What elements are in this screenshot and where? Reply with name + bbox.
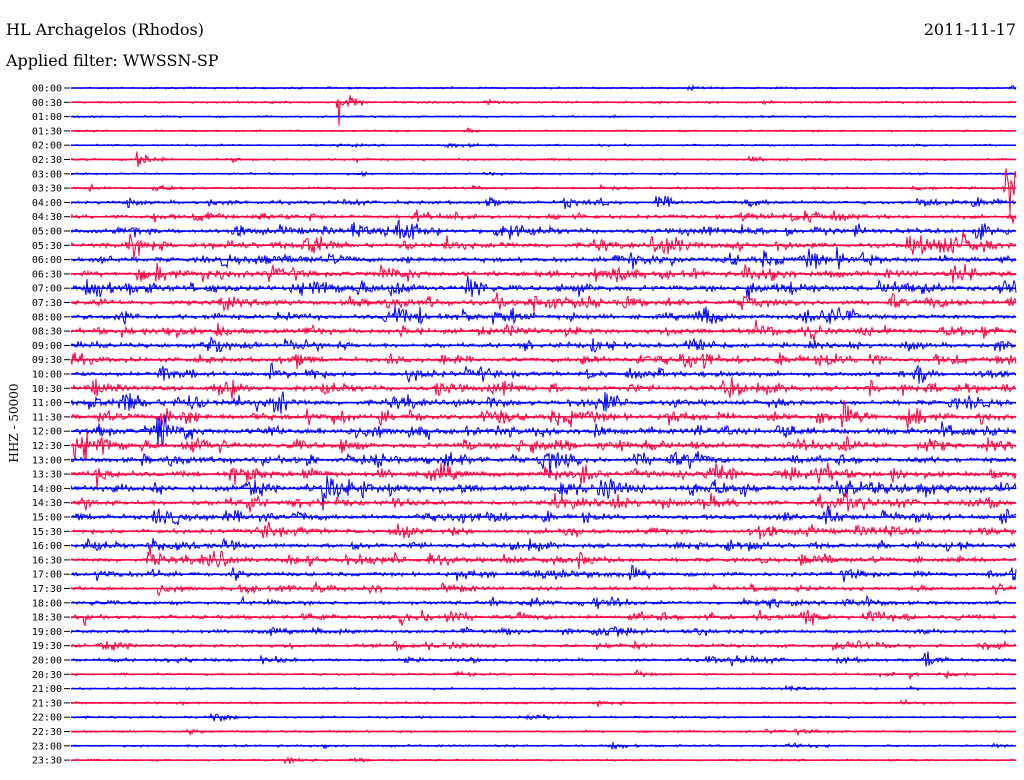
row-time-label: 09:30 bbox=[32, 355, 62, 366]
row-time-label: 16:00 bbox=[32, 541, 62, 552]
station-title: HL Archagelos (Rhodos) bbox=[6, 20, 204, 39]
row-time-label: 20:00 bbox=[32, 656, 62, 667]
trace-row-1700 bbox=[70, 564, 1017, 583]
trace-row-1130 bbox=[70, 400, 1017, 429]
row-time-label: 14:30 bbox=[32, 498, 62, 509]
trace-row-1630 bbox=[70, 544, 1017, 570]
row-time-label: 12:00 bbox=[32, 427, 62, 438]
trace-row-1430 bbox=[70, 492, 1017, 513]
trace-row-0600 bbox=[70, 246, 1017, 270]
trace-row-1400 bbox=[70, 475, 1017, 511]
trace-row-0930 bbox=[70, 352, 1017, 370]
row-time-label: 00:00 bbox=[32, 84, 62, 95]
row-time-label: 04:00 bbox=[32, 198, 62, 209]
row-time-label: 07:30 bbox=[32, 298, 62, 309]
row-time-label: 10:30 bbox=[32, 384, 62, 395]
row-time-label: 01:30 bbox=[32, 126, 62, 137]
row-time-label: 17:30 bbox=[32, 584, 62, 595]
row-time-label: 21:30 bbox=[32, 698, 62, 709]
row-time-label: 13:00 bbox=[32, 455, 62, 466]
row-time-label: 18:00 bbox=[32, 598, 62, 609]
row-time-label: 15:30 bbox=[32, 527, 62, 538]
row-time-label: 18:30 bbox=[32, 613, 62, 624]
trace-row-1600 bbox=[70, 537, 1017, 552]
row-time-label: 04:30 bbox=[32, 212, 62, 223]
row-time-label: 17:00 bbox=[32, 570, 62, 581]
row-time-label: 00:30 bbox=[32, 98, 62, 109]
row-time-label: 05:30 bbox=[32, 241, 62, 252]
row-time-label: 22:30 bbox=[32, 727, 62, 738]
trace-row-2000 bbox=[70, 651, 1017, 667]
row-time-label: 21:00 bbox=[32, 684, 62, 695]
row-time-label: 16:30 bbox=[32, 555, 62, 566]
row-time-label: 02:00 bbox=[32, 141, 62, 152]
row-time-label: 08:30 bbox=[32, 327, 62, 338]
row-time-label: 01:00 bbox=[32, 112, 62, 123]
row-time-label: 14:00 bbox=[32, 484, 62, 495]
row-time-label: 23:30 bbox=[32, 756, 62, 767]
trace-row-0800 bbox=[71, 306, 1017, 325]
row-time-label: 20:30 bbox=[32, 670, 62, 681]
row-time-label: 02:30 bbox=[32, 155, 62, 166]
trace-row-0330 bbox=[70, 168, 1017, 214]
row-time-label: 10:00 bbox=[32, 370, 62, 381]
row-time-label: 11:00 bbox=[32, 398, 62, 409]
trace-row-1230 bbox=[70, 431, 1017, 462]
row-time-label: 06:00 bbox=[32, 255, 62, 266]
row-time-label: 03:30 bbox=[32, 184, 62, 195]
trace-row-0630 bbox=[70, 262, 1017, 284]
date-label: 2011-11-17 bbox=[923, 20, 1016, 39]
row-time-label: 19:00 bbox=[32, 627, 62, 638]
row-time-label: 11:30 bbox=[32, 412, 62, 423]
row-time-label: 05:00 bbox=[32, 227, 62, 238]
trace-row-0500 bbox=[70, 218, 1017, 241]
row-time-label: 23:00 bbox=[32, 741, 62, 752]
row-time-label: 08:00 bbox=[32, 312, 62, 323]
row-time-label: 09:00 bbox=[32, 341, 62, 352]
row-time-label: 19:30 bbox=[32, 641, 62, 652]
row-time-label: 07:00 bbox=[32, 284, 62, 295]
row-time-label: 22:00 bbox=[32, 713, 62, 724]
row-time-label: 13:30 bbox=[32, 470, 62, 481]
row-time-label: 12:30 bbox=[32, 441, 62, 452]
trace-row-0030 bbox=[70, 95, 1017, 126]
row-time-label: 15:00 bbox=[32, 513, 62, 524]
trace-row-1500 bbox=[70, 505, 1017, 526]
row-time-label: 06:30 bbox=[32, 269, 62, 280]
row-time-label: 03:00 bbox=[32, 169, 62, 180]
trace-row-1530 bbox=[70, 521, 1017, 540]
filter-label: Applied filter: WWSSN-SP bbox=[6, 51, 219, 70]
